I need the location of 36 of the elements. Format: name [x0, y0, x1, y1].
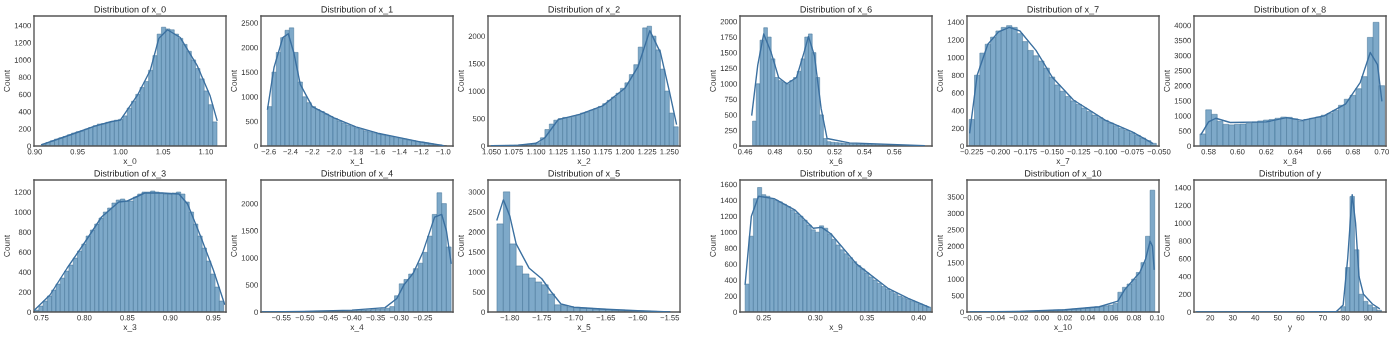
chart-title: Distribution of y — [1259, 169, 1322, 179]
x-axis-title: x_1 — [350, 158, 364, 166]
y-axis-title: Count — [1163, 234, 1170, 257]
chart-title: Distribution of x_1 — [321, 5, 393, 15]
chart-title: Distribution of x_6 — [800, 5, 872, 15]
y-axis-title: Count — [709, 69, 716, 92]
chart-title: Distribution of x_7 — [1027, 5, 1099, 15]
x-axis-title: x_7 — [1056, 158, 1070, 166]
x-axis-title: x_4 — [350, 324, 364, 332]
y-axis-title: Count — [3, 234, 10, 257]
chart-title: Distribution of x_4 — [321, 169, 393, 179]
x-axis-title: x_8 — [1283, 158, 1297, 166]
y-axis-title: Count — [936, 69, 943, 92]
y-axis-title: Count — [230, 234, 237, 257]
y-axis-title: Count — [457, 234, 464, 257]
x-axis-title: x_6 — [829, 158, 843, 166]
y-axis-title: Count — [457, 69, 464, 92]
y-axis-title: Count — [1163, 69, 1170, 92]
x-axis-title: x_10 — [1054, 324, 1072, 332]
x-axis-title: x_2 — [577, 158, 591, 166]
y-axis-title: Count — [709, 234, 716, 257]
chart-title: Distribution of x_5 — [548, 169, 620, 179]
chart-title: Distribution of x_3 — [94, 169, 166, 179]
y-axis-title: Count — [936, 234, 943, 257]
chart-title: Distribution of x_2 — [548, 5, 620, 15]
x-axis-title: x_5 — [577, 324, 591, 332]
chart-title: Distribution of x_0 — [94, 5, 166, 15]
x-axis-title: x_3 — [123, 324, 137, 332]
x-axis-title: y — [1287, 325, 1293, 332]
x-axis-title: x_9 — [829, 324, 843, 332]
chart-title: Distribution of x_9 — [800, 169, 872, 179]
y-axis-title: Count — [230, 69, 237, 92]
x-axis-title: x_0 — [123, 158, 137, 166]
chart-title: Distribution of x_8 — [1254, 5, 1326, 15]
chart-title: Distribution of x_10 — [1025, 169, 1102, 179]
y-axis-title: Count — [3, 69, 10, 92]
